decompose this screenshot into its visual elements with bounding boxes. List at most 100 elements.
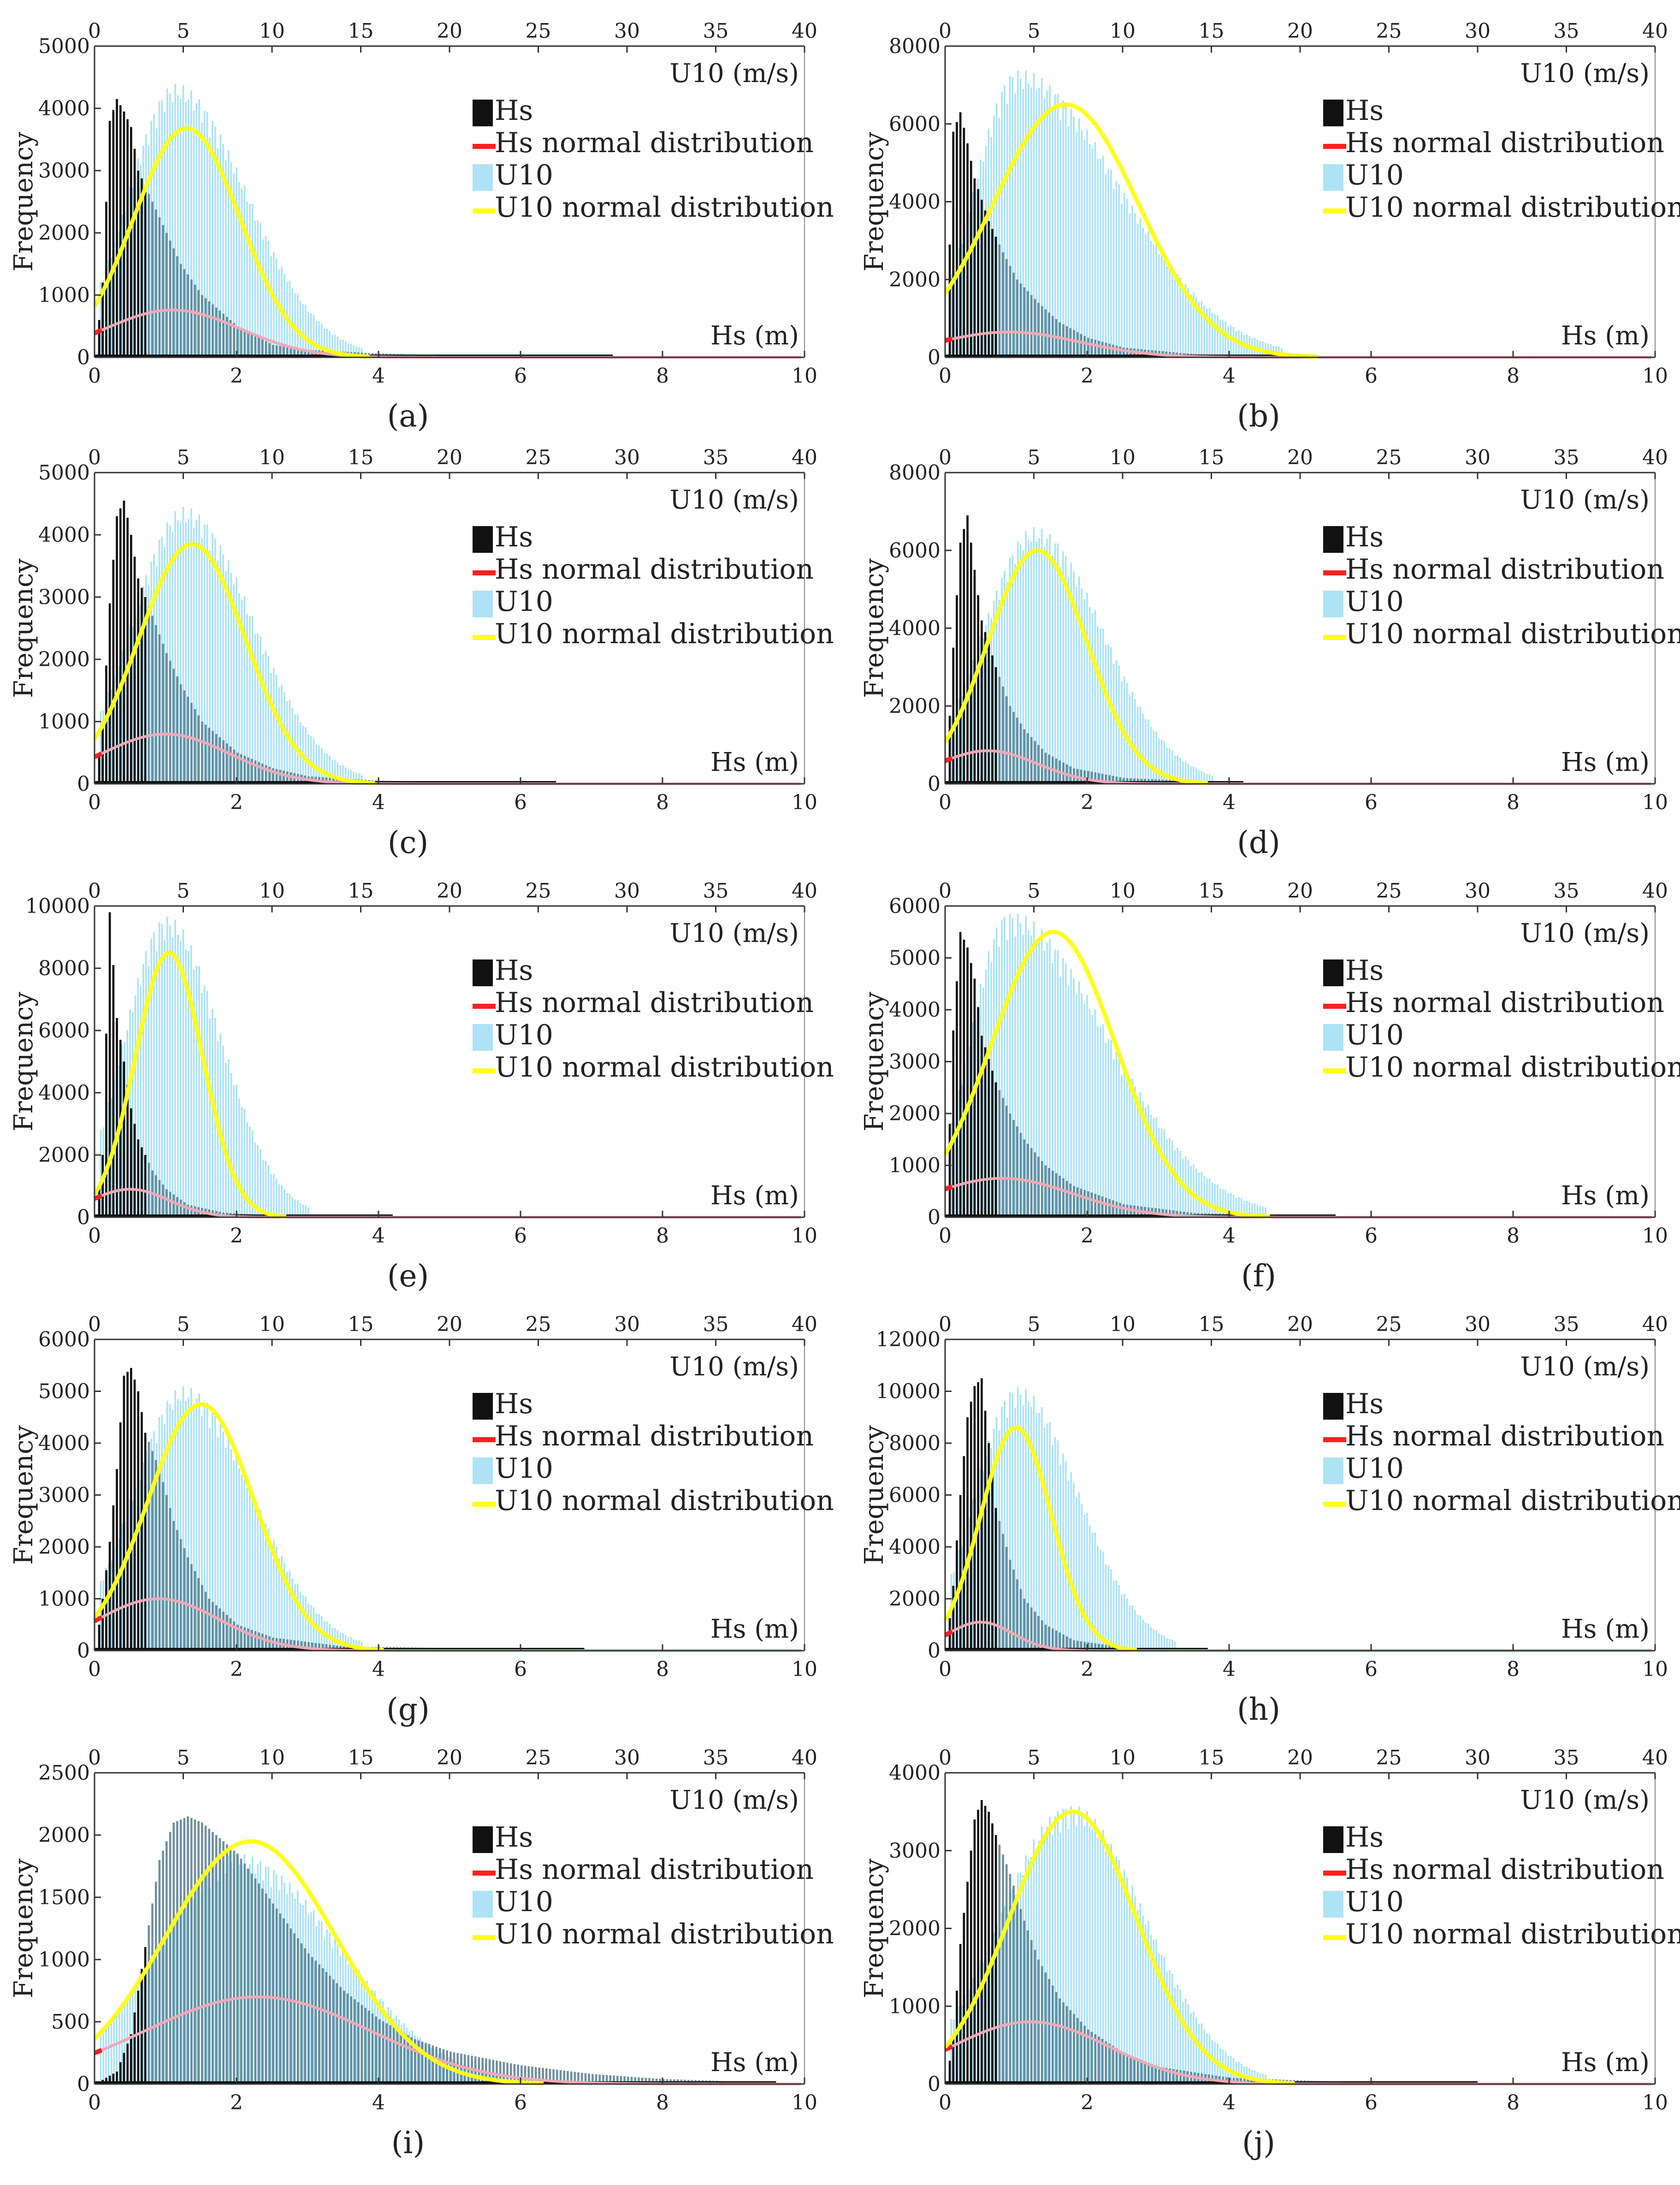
hs-histogram-bar <box>638 2077 640 2084</box>
legend-label: Hs <box>495 95 533 127</box>
u10-normal-curve <box>93 542 375 786</box>
u10-histogram-bar <box>131 1012 134 1217</box>
hs-histogram-bar <box>1126 1204 1129 1217</box>
hs-histogram-bar <box>112 110 115 357</box>
u10-histogram-bar <box>182 85 184 357</box>
hs-histogram-bar <box>176 676 178 784</box>
hs-histogram-bar <box>343 1990 345 2084</box>
hs-histogram-bar <box>336 778 338 784</box>
u10-histogram-bar <box>1256 1205 1259 1217</box>
u10-histogram-bar <box>179 941 182 1217</box>
u10-histogram-bar <box>174 1914 177 2084</box>
u10-histogram-bar <box>1073 117 1075 357</box>
u10-histogram-bar <box>251 204 254 357</box>
legend-swatch-u10 <box>473 1457 493 1484</box>
u10-histogram-bar <box>140 986 142 1217</box>
u10-histogram-bar <box>1131 692 1134 784</box>
hs-histogram-bar <box>194 1571 196 1651</box>
u10-histogram-bar <box>1136 1615 1139 1651</box>
hs-histogram-bar <box>162 644 164 784</box>
u10-histogram-bar <box>217 560 219 784</box>
u10-histogram-bar <box>1190 2013 1192 2084</box>
u10-histogram-bar <box>1158 1127 1160 1217</box>
u10-histogram-bar <box>990 618 992 784</box>
hs-histogram-bar <box>1126 778 1129 784</box>
u10-histogram-bar <box>1059 977 1062 1217</box>
u10-histogram-bar <box>1105 1042 1107 1217</box>
legend-swatch-hs-normal-distribution <box>473 144 496 149</box>
x-top-tick-label: 40 <box>1642 1746 1668 1770</box>
panel-caption: (j) <box>1242 2125 1275 2161</box>
hs-histogram-bar <box>126 1085 129 1217</box>
u10-histogram-bar <box>982 1962 984 2084</box>
u10-histogram-bar <box>1019 1395 1022 1651</box>
hs-histogram-bar <box>588 2073 590 2084</box>
u10-histogram-bar <box>451 2059 453 2084</box>
u10-histogram-bar <box>198 515 200 784</box>
legend-label: Hs <box>1345 95 1384 127</box>
u10-histogram-bar <box>233 1085 235 1217</box>
u10-histogram-bar <box>110 2023 112 2084</box>
u10-histogram-bar <box>278 687 280 784</box>
hs-histogram-bar <box>308 1642 310 1651</box>
u10-histogram-bar <box>980 636 982 784</box>
hs-normal-curve-start <box>944 1184 953 1191</box>
x-bottom-tick-label: 2 <box>1081 364 1094 388</box>
u10-histogram-bar <box>1022 89 1024 357</box>
u10-histogram-bar <box>1110 1569 1112 1651</box>
x-bottom-tick-label: 0 <box>939 2091 952 2114</box>
u10-histogram-bar <box>251 1130 254 1217</box>
u10-histogram-bar <box>126 2000 129 2084</box>
u10-histogram-bar <box>265 651 267 784</box>
hs-histogram-bar <box>385 2023 388 2084</box>
legend-swatch-u10-normal-distribution <box>473 1935 496 1940</box>
u10-histogram-bar <box>257 1864 259 2084</box>
u10-histogram-bar <box>1254 1203 1256 1217</box>
hs-histogram-bar <box>169 661 172 784</box>
u10-histogram-bar <box>1136 707 1139 784</box>
hs-histogram-bar <box>1016 1897 1018 2084</box>
u10-histogram-bar <box>318 321 320 357</box>
u10-histogram-bar <box>1073 1811 1075 2084</box>
u10-histogram-bar <box>315 321 318 357</box>
x-top-tick-label: 20 <box>1287 879 1313 903</box>
u10-histogram-bar <box>233 173 235 357</box>
u10-histogram-bar <box>1046 1827 1048 2084</box>
hs-histogram-bar <box>179 684 182 784</box>
u10-histogram-bar <box>238 1864 240 2084</box>
u10-histogram-bar <box>1171 750 1173 784</box>
u10-normal-curve <box>93 950 287 1219</box>
x-top-tick-label: 0 <box>88 446 101 469</box>
hs-histogram-bar <box>169 1191 172 1217</box>
hs-histogram-bar <box>956 1990 958 2084</box>
u10-histogram-bar <box>408 2031 411 2084</box>
u10-histogram-bar <box>209 1427 211 1651</box>
u10-histogram-bar <box>172 532 174 784</box>
u10-histogram-bar <box>1059 1833 1062 2084</box>
x-bottom-tick-label: 10 <box>1642 1224 1668 1248</box>
u10-histogram-bar <box>1203 305 1205 357</box>
hs-histogram-bar <box>208 1599 211 1651</box>
hs-histogram-bar <box>212 1602 214 1651</box>
x-bottom-tick-label: 2 <box>230 1224 243 1248</box>
u10-histogram-bar <box>267 1165 270 1217</box>
u10-histogram-bar <box>1115 1856 1118 2084</box>
hs-histogram-bar <box>225 317 228 357</box>
legend-label: U10 normal distribution <box>1345 618 1680 650</box>
hs-histogram-bar <box>261 339 264 357</box>
hs-histogram-bar <box>1115 2048 1118 2084</box>
legend-label: U10 normal distribution <box>495 1485 834 1517</box>
hs-histogram-bar <box>201 1823 203 2084</box>
u10-histogram-bar <box>299 301 302 357</box>
y-tick-label: 4000 <box>38 1432 90 1455</box>
hs-histogram-bar <box>1023 1920 1026 2084</box>
hs-histogram-bar <box>183 1548 186 1651</box>
u10-histogram-bar <box>1112 1867 1115 2084</box>
hs-histogram-bar <box>1130 2055 1132 2084</box>
u10-histogram-bar <box>1139 1092 1142 1217</box>
u10-histogram-bar <box>347 769 349 784</box>
u10-histogram-bar <box>272 252 275 357</box>
hs-histogram-bar <box>620 2076 622 2084</box>
u10-histogram-bar <box>131 627 134 784</box>
hs-histogram-bar <box>542 2068 544 2084</box>
